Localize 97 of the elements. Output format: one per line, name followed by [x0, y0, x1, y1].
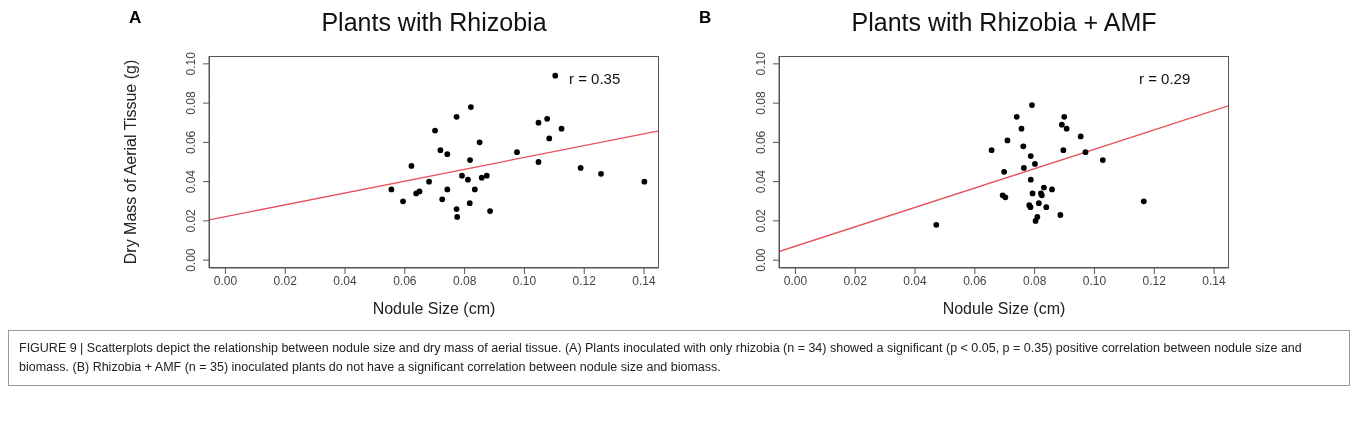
- text: A: [129, 8, 142, 28]
- y-tick-label: 0.02: [754, 208, 768, 233]
- point: [1021, 165, 1027, 171]
- text: B: [699, 8, 712, 28]
- x-tick-label: 0.06: [393, 273, 417, 288]
- point: [514, 149, 520, 156]
- x-tick-label: 0.10: [512, 273, 537, 288]
- point: [1035, 200, 1042, 207]
- point: [426, 178, 432, 185]
- point: [1032, 161, 1038, 167]
- y-tick-label: 0.00: [754, 248, 768, 272]
- point: [1049, 186, 1055, 193]
- x-tick-label: 0.12: [1142, 273, 1167, 288]
- point: [471, 186, 478, 193]
- point: [444, 151, 451, 158]
- x-axis-title: Nodule Size (cm): [941, 300, 1067, 318]
- y-tick-label: 0.06: [754, 130, 768, 155]
- point: [454, 214, 461, 220]
- point: [1058, 121, 1065, 128]
- point: [544, 115, 551, 122]
- point: [933, 221, 940, 228]
- annotation: r = 0.29: [1139, 70, 1191, 87]
- point: [1063, 125, 1070, 132]
- point: [552, 72, 559, 79]
- y-tick-label: 0.08: [184, 91, 198, 115]
- point: [558, 125, 565, 132]
- point: [535, 119, 542, 126]
- point: [1099, 157, 1106, 163]
- point: [444, 186, 451, 193]
- point: [1001, 168, 1008, 175]
- point: [476, 139, 483, 146]
- y-tick-label: 0.04: [184, 169, 198, 194]
- point: [1041, 184, 1047, 191]
- x-tick-label: 0.14: [1202, 273, 1227, 288]
- point: [1034, 214, 1041, 220]
- point: [1077, 133, 1084, 140]
- y-tick-label: 0.10: [184, 51, 198, 76]
- point: [1057, 212, 1064, 218]
- y-tick-label: 0.04: [754, 169, 768, 194]
- x-tick-label: 0.10: [1082, 273, 1107, 288]
- chart-title: Plants with Rhizobia + AMF: [850, 8, 1158, 37]
- point: [466, 200, 473, 207]
- point: [1027, 153, 1034, 159]
- point: [487, 208, 493, 214]
- y-tick-label: 0.00: [184, 248, 198, 272]
- point: [1082, 149, 1089, 156]
- chart-title: Plants with Rhizobia: [320, 8, 548, 37]
- annotation: r = 0.35: [569, 70, 621, 87]
- point: [598, 170, 604, 177]
- point: [439, 196, 446, 203]
- point: [408, 163, 415, 169]
- point: [467, 157, 473, 163]
- y-tick-label: 0.10: [754, 51, 768, 76]
- x-tick-label: 0.00: [783, 273, 808, 288]
- point: [1029, 190, 1036, 197]
- point: [1043, 204, 1050, 211]
- point: [1027, 176, 1034, 183]
- point: [453, 113, 460, 120]
- point: [1061, 113, 1068, 120]
- point: [1060, 147, 1067, 154]
- point: [465, 176, 471, 183]
- point: [388, 186, 395, 193]
- x-tick-label: 0.06: [963, 273, 987, 288]
- point: [400, 198, 406, 205]
- x-tick-label: 0.00: [213, 273, 238, 288]
- point: [453, 206, 460, 212]
- point: [478, 174, 485, 181]
- x-tick-label: 0.02: [273, 273, 298, 288]
- point: [437, 147, 444, 154]
- point: [1029, 102, 1035, 108]
- point: [546, 135, 553, 142]
- point: [1140, 198, 1147, 205]
- x-tick-label: 0.08: [1022, 273, 1047, 288]
- point: [1013, 113, 1020, 120]
- x-tick-label: 0.02: [843, 273, 868, 288]
- caption: FIGURE 9 | Scatterplots depict the relationship between nodule size and dry mass of aerial tissue. (A) Plants inoculated with only rhizobia (n = 34) showed a significant (p < 0.05, p = 0.35) positive correlation between nodule size and biomass. (B) Rhizobia + AMF (n = 35) inoculated plants do not have a significant correlation between nodule size and biomass.: [8, 330, 1350, 386]
- x-axis-title: Nodule Size (cm): [371, 300, 497, 318]
- x-tick-label: 0.04: [333, 273, 358, 288]
- y-axis-title: Dry Mass of Aerial Tissue (g): [122, 59, 140, 265]
- x-tick-label: 0.04: [903, 273, 928, 288]
- x-tick-label: 0.08: [452, 273, 477, 288]
- x-tick-label: 0.14: [632, 273, 657, 288]
- point: [432, 127, 438, 134]
- point: [483, 172, 490, 179]
- y-tick-label: 0.06: [184, 130, 198, 155]
- point: [641, 178, 648, 185]
- point: [1004, 137, 1011, 144]
- point: [988, 147, 995, 154]
- point: [1020, 143, 1027, 150]
- x-tick-label: 0.12: [572, 273, 597, 288]
- y-tick-label: 0.02: [184, 208, 198, 233]
- point: [1018, 125, 1025, 132]
- y-tick-label: 0.08: [754, 91, 768, 115]
- point: [577, 165, 584, 171]
- point: [535, 159, 542, 165]
- point: [468, 104, 474, 110]
- point: [459, 172, 465, 179]
